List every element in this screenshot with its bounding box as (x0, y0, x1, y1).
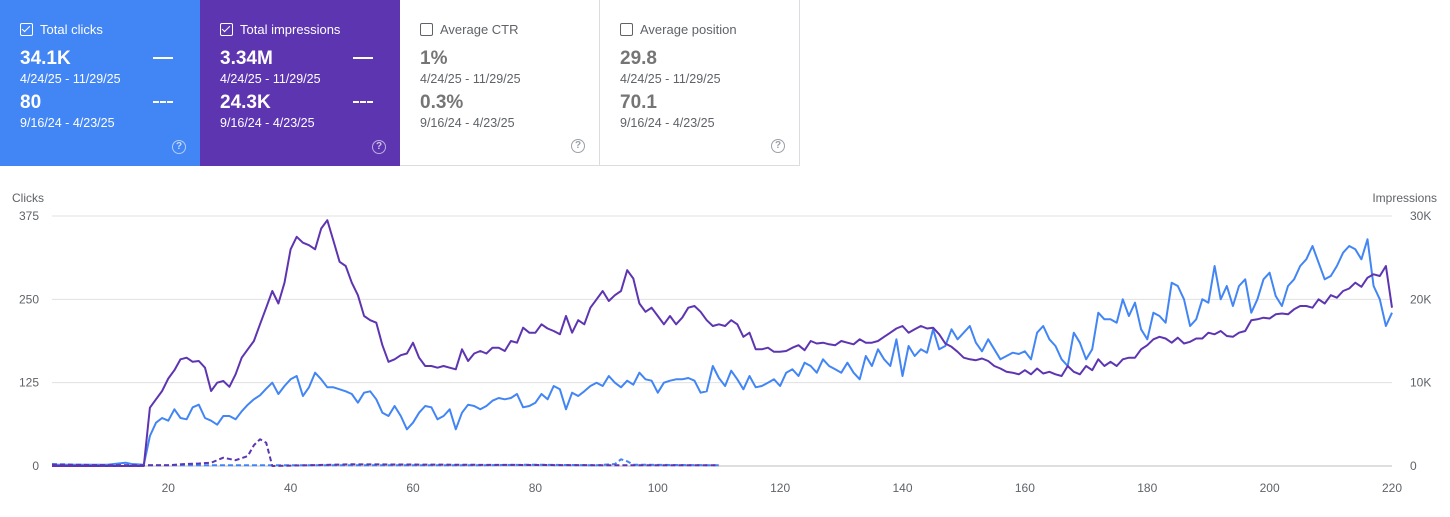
right-axis-ticks: 0 10K 20K 30K (1410, 209, 1431, 473)
left-tick-label: 375 (19, 209, 39, 223)
current-metric: 1% 4/24/25 - 11/29/25 (420, 49, 599, 87)
help-icon[interactable]: ? (571, 139, 585, 153)
average-ctr-checkbox[interactable] (420, 22, 433, 36)
x-tick-label: 200 (1260, 481, 1280, 495)
card-label: Average CTR (440, 21, 519, 37)
right-tick-label: 30K (1410, 209, 1431, 223)
solid-legend-line (153, 57, 173, 59)
right-tick-label: 0 (1410, 459, 1417, 473)
left-axis-label: Clicks (12, 191, 44, 205)
card-header[interactable]: Average CTR (420, 20, 599, 38)
x-tick-label: 220 (1382, 481, 1402, 495)
clicks-dashed-line (51, 458, 719, 467)
x-tick-label: 120 (770, 481, 790, 495)
previous-value: 24.3K (220, 92, 271, 113)
previous-value: 80 (20, 92, 42, 113)
previous-range: 9/16/24 - 4/23/25 (620, 116, 715, 130)
previous-metric: 80 9/16/24 - 4/23/25 (20, 93, 200, 131)
performance-chart[interactable]: Clicks Impressions 0 125 250 375 0 10K 20K 30K… (0, 180, 1450, 517)
current-value: 1% (420, 48, 448, 69)
average-position-card[interactable]: Average position 29.8 4/24/25 - 11/29/25… (600, 0, 800, 166)
previous-range: 9/16/24 - 4/23/25 (220, 116, 315, 130)
current-value: 34.1K (20, 48, 71, 69)
right-axis-label: Impressions (1372, 191, 1437, 205)
current-range: 4/24/25 - 11/29/25 (420, 72, 521, 86)
right-tick-label: 20K (1410, 292, 1431, 306)
help-icon[interactable]: ? (172, 140, 186, 154)
left-tick-label: 0 (32, 459, 39, 473)
x-tick-label: 100 (648, 481, 668, 495)
x-tick-label: 40 (284, 481, 298, 495)
card-header[interactable]: Average position (620, 20, 799, 38)
current-value: 3.34M (220, 48, 273, 69)
impressions-solid-line (52, 219, 1393, 467)
previous-metric: 70.1 9/16/24 - 4/23/25 (620, 93, 799, 131)
previous-value: 70.1 (620, 92, 657, 113)
metric-cards: Total clicks 34.1K 4/24/25 - 11/29/25 80… (0, 0, 800, 166)
current-range: 4/24/25 - 11/29/25 (620, 72, 721, 86)
previous-range: 9/16/24 - 4/23/25 (420, 116, 515, 130)
x-tick-label: 180 (1137, 481, 1157, 495)
left-axis-ticks: 0 125 250 375 (19, 209, 39, 473)
help-icon[interactable]: ? (771, 139, 785, 153)
dashed-legend-line (153, 101, 173, 103)
left-tick-label: 250 (19, 292, 39, 306)
x-tick-label: 140 (892, 481, 912, 495)
help-icon[interactable]: ? (372, 140, 386, 154)
left-tick-label: 125 (19, 376, 39, 390)
series-lines (51, 219, 1393, 467)
current-range: 4/24/25 - 11/29/25 (220, 72, 321, 86)
impressions-dashed-line (51, 438, 719, 467)
x-tick-label: 80 (529, 481, 543, 495)
x-axis-ticks: 20 40 60 80 100 120 140 160 180 200 220 (162, 481, 1403, 495)
card-header[interactable]: Total impressions (220, 20, 400, 38)
total-impressions-checkbox[interactable] (220, 22, 233, 36)
average-position-checkbox[interactable] (620, 22, 633, 36)
total-clicks-checkbox[interactable] (20, 22, 33, 36)
dashed-legend-line (353, 101, 373, 103)
previous-metric: 0.3% 9/16/24 - 4/23/25 (420, 93, 599, 131)
total-clicks-card[interactable]: Total clicks 34.1K 4/24/25 - 11/29/25 80… (0, 0, 200, 166)
current-value: 29.8 (620, 48, 657, 69)
previous-value: 0.3% (420, 92, 464, 113)
current-metric: 3.34M 4/24/25 - 11/29/25 (220, 49, 400, 87)
card-label: Average position (640, 21, 737, 37)
current-metric: 29.8 4/24/25 - 11/29/25 (620, 49, 799, 87)
solid-legend-line (353, 57, 373, 59)
current-range: 4/24/25 - 11/29/25 (20, 72, 121, 86)
card-label: Total impressions (240, 21, 341, 37)
current-metric: 34.1K 4/24/25 - 11/29/25 (20, 49, 200, 87)
right-tick-label: 10K (1410, 376, 1431, 390)
x-tick-label: 160 (1015, 481, 1035, 495)
x-tick-label: 60 (406, 481, 420, 495)
total-impressions-card[interactable]: Total impressions 3.34M 4/24/25 - 11/29/… (200, 0, 400, 166)
card-header[interactable]: Total clicks (20, 20, 200, 38)
previous-metric: 24.3K 9/16/24 - 4/23/25 (220, 93, 400, 131)
previous-range: 9/16/24 - 4/23/25 (20, 116, 115, 130)
x-tick-label: 20 (162, 481, 176, 495)
card-label: Total clicks (40, 21, 103, 37)
average-ctr-card[interactable]: Average CTR 1% 4/24/25 - 11/29/25 0.3% 9… (400, 0, 600, 166)
clicks-solid-line (52, 238, 1393, 466)
